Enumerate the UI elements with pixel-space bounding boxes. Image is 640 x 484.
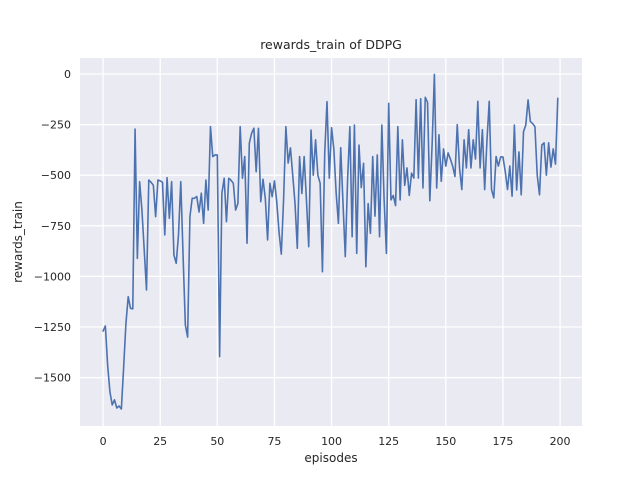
y-tick-label: 0 xyxy=(64,68,71,81)
x-tick-label: 75 xyxy=(267,435,281,448)
x-tick-label: 50 xyxy=(210,435,224,448)
y-tick-label: −1500 xyxy=(34,372,71,385)
x-tick-label: 125 xyxy=(378,435,399,448)
x-axis-label: episodes xyxy=(304,451,358,465)
x-tick-label: 200 xyxy=(550,435,571,448)
y-tick-label: −500 xyxy=(41,169,71,182)
y-axis-label: rewards_train xyxy=(11,201,25,283)
y-tick-label: −1250 xyxy=(34,321,71,334)
x-tick-label: 150 xyxy=(435,435,456,448)
y-tick-label: −250 xyxy=(41,119,71,132)
x-tick-label: 100 xyxy=(321,435,342,448)
x-tick-label: 175 xyxy=(492,435,513,448)
rewards-series-line xyxy=(102,73,559,410)
y-tick-label: −750 xyxy=(41,220,71,233)
chart-title: rewards_train of DDPG xyxy=(260,37,402,52)
y-tick-label: −1000 xyxy=(34,270,71,283)
x-tick-label: 0 xyxy=(100,435,107,448)
x-tick-label: 25 xyxy=(153,435,167,448)
